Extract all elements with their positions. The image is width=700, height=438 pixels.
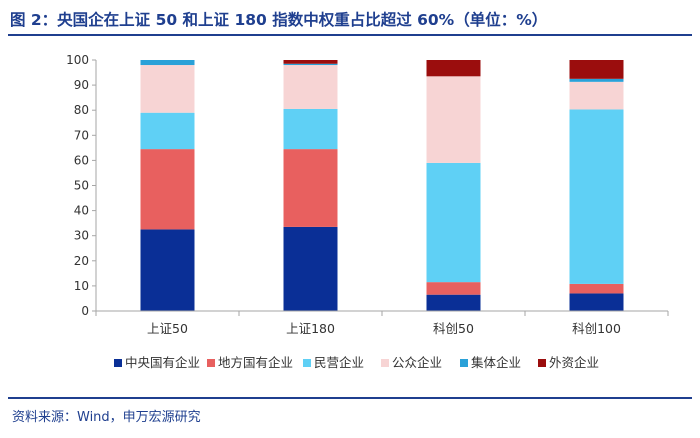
bar-segment	[569, 60, 624, 79]
y-axis: 0 10 20 30 40 50 60 70 80 90 100	[66, 53, 97, 318]
bar-stacks	[140, 60, 624, 311]
legend-swatch	[381, 359, 389, 367]
y-tick-label: 50	[74, 179, 89, 193]
bar-segment	[569, 109, 624, 284]
bar-segment	[283, 65, 338, 109]
legend-item: 中央国有企业	[114, 355, 200, 370]
y-tick-label: 60	[74, 153, 89, 167]
bar-segment	[140, 60, 195, 66]
legend-swatch	[460, 359, 468, 367]
bar-segment	[283, 108, 338, 150]
bar-segment	[140, 149, 195, 230]
x-tick-label: 上证50	[147, 321, 188, 336]
bar-segment	[283, 226, 338, 311]
bar-segment	[140, 112, 195, 150]
y-tick-label: 80	[74, 103, 89, 117]
bar-stack-4	[569, 60, 624, 311]
bar-segment	[426, 162, 481, 283]
stacked-bar-chart: 0 10 20 30 40 50 60 70 80 90 100 上证50 上证180 科创50 科创10…	[66, 53, 669, 370]
source-note: 资料来源：Wind，申万宏源研究	[12, 410, 201, 425]
legend-swatch	[303, 359, 311, 367]
bar-segment	[140, 229, 195, 311]
bar-segment	[426, 60, 481, 77]
legend-item: 集体企业	[460, 355, 521, 370]
y-tick-label: 30	[74, 229, 89, 243]
legend-item: 外资企业	[538, 355, 599, 370]
bar-stack-2	[283, 60, 338, 311]
y-tick-label: 70	[74, 128, 89, 142]
bar-segment	[569, 78, 624, 82]
legend-label: 地方国有企业	[218, 355, 293, 370]
bar-segment	[569, 283, 624, 294]
bar-segment	[426, 282, 481, 295]
legend-swatch	[538, 359, 546, 367]
title-divider	[8, 34, 692, 36]
legend-label: 民营企业	[314, 355, 364, 370]
legend: 中央国有企业 地方国有企业 民营企业 公众企业 集体企业 外资企业	[114, 355, 599, 370]
legend-label: 公众企业	[392, 355, 442, 370]
bar-segment	[283, 60, 338, 64]
x-axis: 上证50 上证180 科创50 科创100	[95, 310, 669, 336]
bar-segment	[140, 65, 195, 113]
legend-item: 公众企业	[381, 355, 442, 370]
y-tick-label: 20	[74, 254, 89, 268]
bar-segment	[283, 63, 338, 66]
bar-segment	[283, 149, 338, 227]
legend-label: 中央国有企业	[125, 355, 200, 370]
legend-label: 外资企业	[549, 355, 599, 370]
bar-segment	[426, 76, 481, 163]
legend-swatch	[207, 359, 215, 367]
source-divider	[8, 397, 692, 399]
legend-swatch	[114, 359, 122, 367]
chart-title: 图 2：央国企在上证 50 和上证 180 指数中权重占比超过 60%（单位：%…	[10, 11, 548, 29]
x-tick-label: 上证180	[286, 321, 335, 336]
x-tick-label: 科创50	[433, 321, 474, 336]
y-tick-label: 10	[74, 279, 89, 293]
bar-stack-3	[426, 60, 481, 311]
legend-item: 民营企业	[303, 355, 364, 370]
legend-label: 集体企业	[471, 355, 521, 370]
legend-item: 地方国有企业	[207, 355, 293, 370]
bar-segment	[426, 294, 481, 311]
y-tick-label: 40	[74, 204, 89, 218]
bar-segment	[569, 81, 624, 110]
y-tick-label: 100	[66, 53, 89, 67]
bar-segment	[569, 293, 624, 311]
y-tick-label: 0	[81, 304, 89, 318]
y-tick-label: 90	[74, 78, 89, 92]
x-tick-label: 科创100	[572, 321, 621, 336]
bar-stack-1	[140, 60, 195, 311]
